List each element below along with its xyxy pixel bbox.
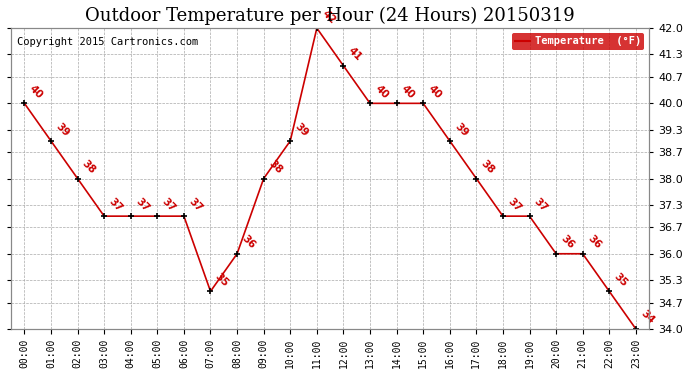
Text: 40: 40 bbox=[400, 83, 417, 100]
Text: 39: 39 bbox=[453, 121, 470, 138]
Text: 40: 40 bbox=[373, 83, 391, 100]
Text: 37: 37 bbox=[134, 196, 151, 213]
Text: 40: 40 bbox=[27, 83, 45, 100]
Text: Copyright 2015 Cartronics.com: Copyright 2015 Cartronics.com bbox=[17, 37, 199, 47]
Text: 38: 38 bbox=[479, 159, 496, 176]
Text: 36: 36 bbox=[559, 234, 576, 251]
Text: 36: 36 bbox=[586, 234, 603, 251]
Text: 41: 41 bbox=[346, 45, 364, 63]
Text: 34: 34 bbox=[639, 309, 656, 326]
Text: 38: 38 bbox=[266, 159, 284, 176]
Text: 37: 37 bbox=[107, 196, 124, 213]
Legend: Temperature  (°F): Temperature (°F) bbox=[512, 33, 644, 50]
Text: 39: 39 bbox=[293, 121, 310, 138]
Text: 37: 37 bbox=[532, 196, 550, 213]
Text: 36: 36 bbox=[240, 234, 257, 251]
Text: 40: 40 bbox=[426, 83, 444, 100]
Text: 37: 37 bbox=[160, 196, 177, 213]
Text: 35: 35 bbox=[612, 271, 629, 289]
Text: 38: 38 bbox=[80, 159, 98, 176]
Text: 42: 42 bbox=[319, 8, 337, 26]
Text: 35: 35 bbox=[213, 271, 230, 289]
Text: 37: 37 bbox=[187, 196, 204, 213]
Text: 39: 39 bbox=[54, 121, 71, 138]
Text: 37: 37 bbox=[506, 196, 523, 213]
Title: Outdoor Temperature per Hour (24 Hours) 20150319: Outdoor Temperature per Hour (24 Hours) … bbox=[86, 7, 575, 25]
